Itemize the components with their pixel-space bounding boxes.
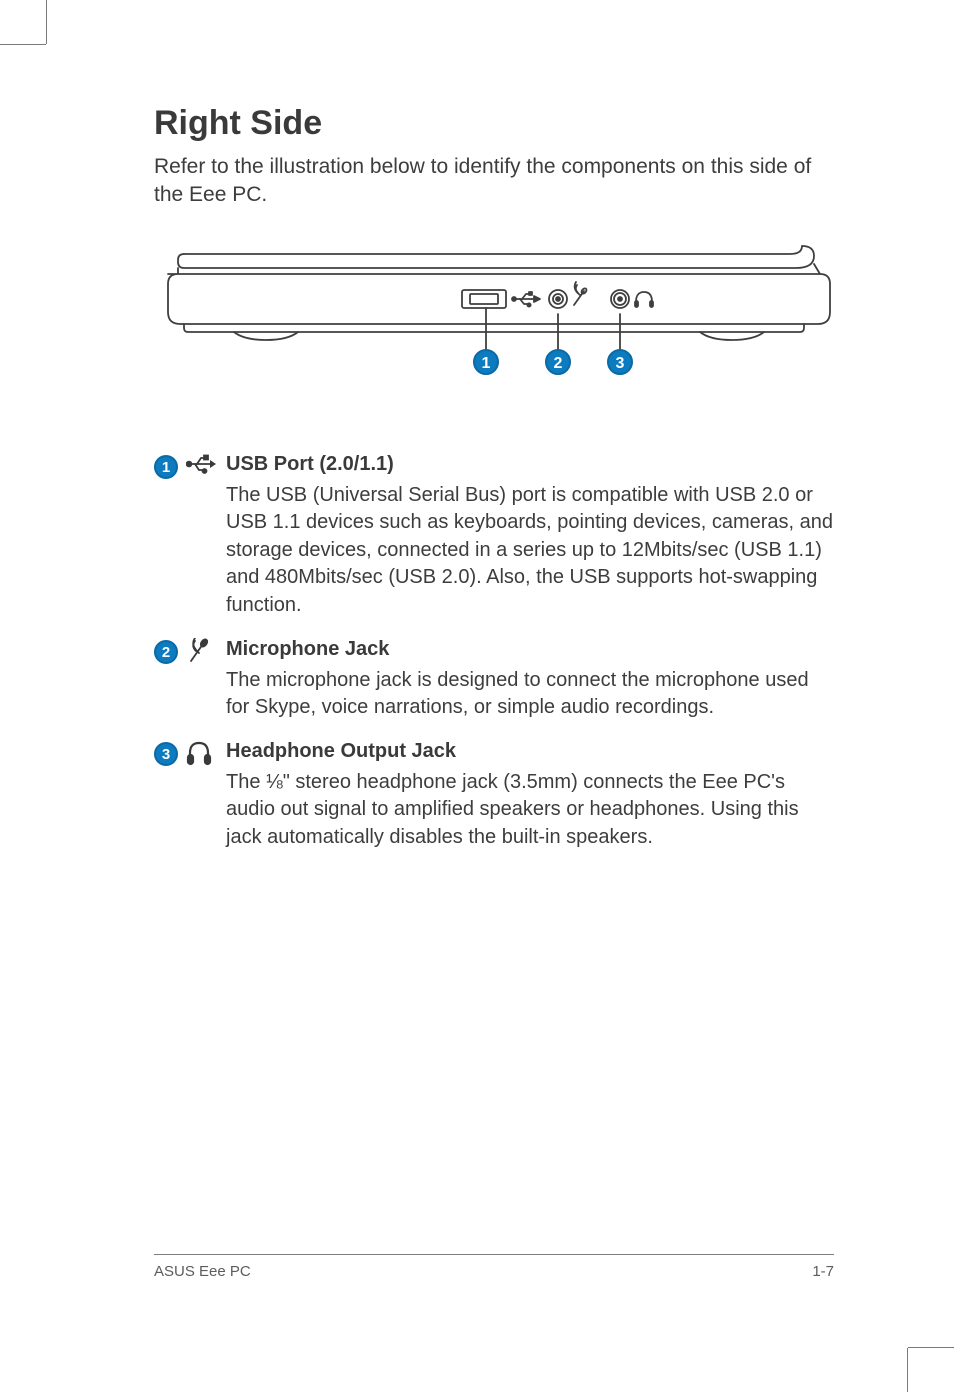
crop-mark	[0, 44, 46, 45]
footer-left: ASUS Eee PC	[154, 1263, 251, 1280]
crop-mark	[908, 1347, 954, 1348]
item-number-badge: 2	[154, 638, 186, 664]
item-number-badge: 3	[154, 740, 186, 766]
svg-text:3: 3	[162, 746, 170, 763]
item-number-badge: 1	[154, 453, 186, 479]
svg-text:2: 2	[162, 644, 170, 661]
svg-text:1: 1	[162, 459, 170, 476]
list-item: 2 Microphone Jack The microphone jack is…	[154, 638, 834, 722]
device-illustration: 1 2 3	[154, 238, 834, 388]
callout-number: 3	[616, 355, 625, 372]
crop-mark	[907, 1348, 908, 1392]
item-body: The ⅛" stereo headphone jack (3.5mm) con…	[226, 769, 834, 852]
callout-badges: 1 2 3	[474, 350, 632, 374]
list-item: 3 Headphone Output Jack The ⅛" stereo he…	[154, 740, 834, 852]
headphone-icon	[186, 740, 226, 771]
page-title: Right Side	[154, 104, 834, 143]
list-item: 1 USB Port (2.0/1.1) The	[154, 453, 834, 620]
items-list: 1 USB Port (2.0/1.1) The	[154, 453, 834, 852]
callout-number: 2	[554, 355, 563, 372]
intro-text: Refer to the illustration below to ident…	[154, 153, 834, 210]
crop-mark	[46, 0, 47, 44]
item-body: The microphone jack is designed to conne…	[226, 667, 834, 722]
page-content: Right Side Refer to the illustration bel…	[154, 104, 834, 1282]
item-title: Microphone Jack	[226, 638, 834, 661]
item-title: USB Port (2.0/1.1)	[226, 453, 834, 476]
item-body: The USB (Universal Serial Bus) port is c…	[226, 482, 834, 620]
page-footer: ASUS Eee PC 1-7	[154, 1254, 834, 1280]
usb-icon	[186, 453, 226, 480]
callout-number: 1	[482, 355, 491, 372]
item-title: Headphone Output Jack	[226, 740, 834, 763]
footer-right: 1-7	[812, 1263, 834, 1280]
mic-icon	[186, 638, 226, 669]
